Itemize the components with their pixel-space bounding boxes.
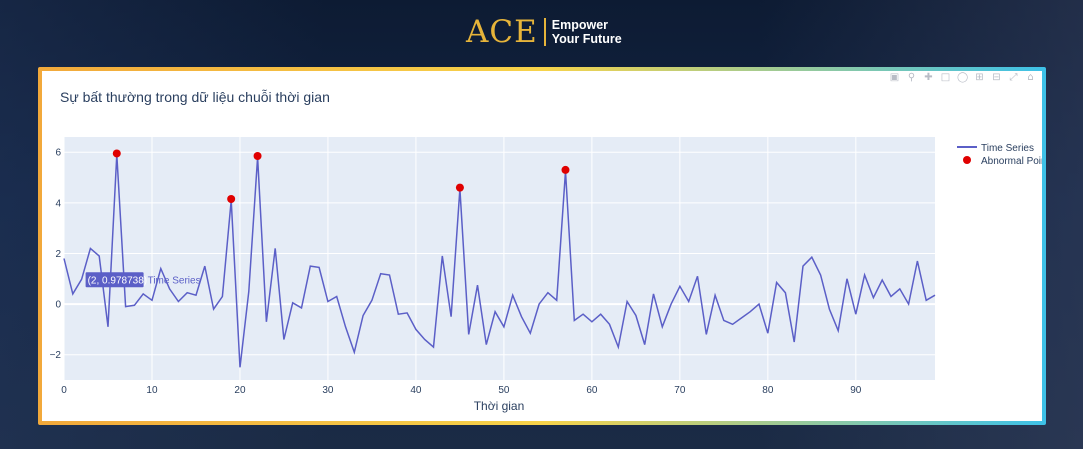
x-tick-label: 90 [850,385,862,396]
abnormal-point[interactable] [112,149,121,158]
hover-label: (2, 0.978738) [88,275,148,286]
abnormal-points [112,149,570,204]
x-tick-label: 60 [586,385,598,396]
x-tick-label: 10 [146,385,158,396]
abnormal-point[interactable] [227,195,236,204]
abnormal-point[interactable] [455,183,464,192]
brand-divider [543,18,546,46]
abnormal-point[interactable] [253,151,262,160]
y-tick-label: 2 [55,249,61,260]
brand-tagline: Empower Your Future [552,18,622,46]
plot-modebar: ▣ ⚲ ✚ □ ◯ ⊞ ⊟ ⤢ ⌂ [889,73,1036,83]
legend: Time Series Abnormal Points [957,143,1042,167]
chart-title: Sự bất thường trong dữ liệu chuỗi thời g… [60,89,330,105]
grid-lines [63,137,935,380]
hover-box [85,272,144,288]
camera-icon[interactable]: ▣ [889,72,900,83]
y-tick-label: −2 [50,350,62,361]
chart-panel: ▣ ⚲ ✚ □ ◯ ⊞ ⊟ ⤢ ⌂ Sự bất thường trong dữ… [42,71,1042,421]
x-axis-label: Thời gian [474,399,525,413]
x-tick-label: 30 [322,385,334,396]
brand-logo-block: ACE Empower Your Future [466,14,622,50]
hover-tooltip: (2, 0.978738) Time Series [85,272,201,288]
x-tick-label: 80 [762,385,774,396]
legend-dot-swatch [963,156,971,164]
autoscale-icon[interactable]: ⤢ [1009,72,1018,83]
x-tick-labels: 0 10 20 30 40 50 60 70 80 90 [61,385,862,396]
plot-area[interactable] [64,137,935,380]
y-tick-label: 0 [55,300,61,311]
y-tick-label: 6 [55,148,61,159]
pan-icon[interactable]: ✚ [924,72,933,83]
x-tick-label: 20 [234,385,246,396]
lasso-icon[interactable]: ◯ [957,72,969,83]
x-tick-label: 0 [61,385,67,396]
hover-series-name: Time Series [148,275,201,286]
brand-logo: ACE [466,14,538,50]
x-tick-label: 40 [410,385,422,396]
y-tick-labels: −2 0 2 4 6 [50,148,62,362]
box-select-icon[interactable]: □ [940,72,951,83]
brand-tagline-line2: Your Future [551,32,622,46]
zoom-icon[interactable]: ⚲ [907,72,916,83]
abnormal-point[interactable] [561,165,570,174]
zoom-out-icon[interactable]: ⊟ [992,72,1001,83]
chart-svg: Sự bất thường trong dữ liệu chuỗi thời g… [50,89,1042,413]
legend-item-abnormal-points[interactable]: Abnormal Points [981,156,1042,167]
x-tick-label: 70 [674,385,686,396]
brand-tagline-line1: Empower [551,18,609,32]
zoom-in-icon[interactable]: ⊞ [975,72,984,83]
y-tick-label: 4 [55,198,61,209]
time-series-line[interactable] [63,154,936,368]
x-tick-label: 50 [498,385,510,396]
home-icon[interactable]: ⌂ [1027,72,1034,83]
legend-item-time-series[interactable]: Time Series [981,143,1034,154]
